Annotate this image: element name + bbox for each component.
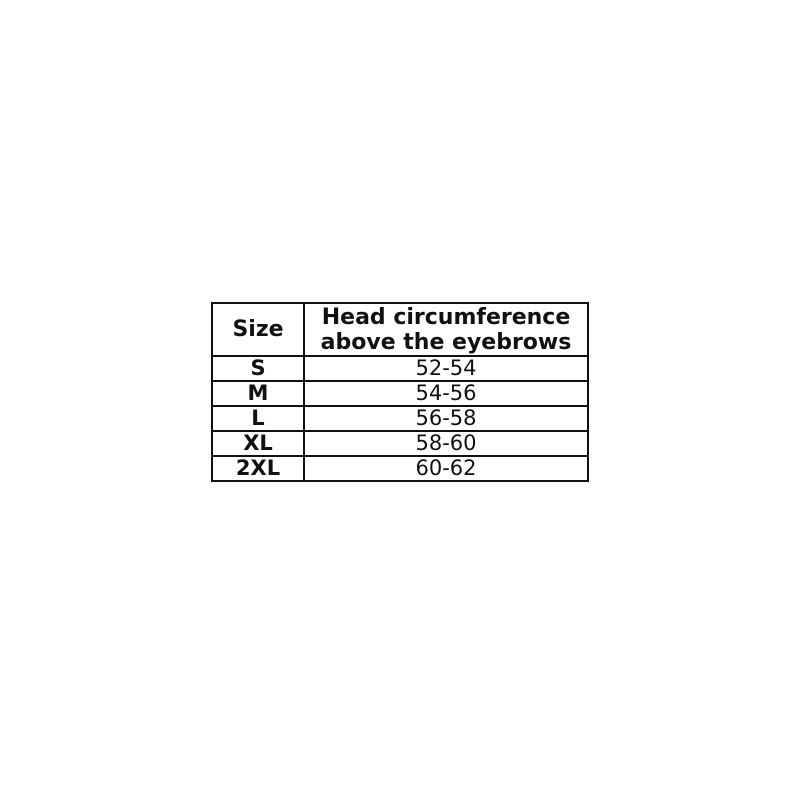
table-header-row: Size Head circumference above the eyebro… (211, 302, 589, 357)
circumference-value: 58-60 (303, 430, 589, 457)
table-row: S 52-54 (211, 355, 589, 382)
column-header-line2: above the eyebrows (320, 329, 572, 355)
column-header-size: Size (211, 302, 305, 357)
size-value: M (211, 380, 305, 407)
circumference-value: 56-58 (303, 405, 589, 432)
circumference-value: 54-56 (303, 380, 589, 407)
table-row: XL 58-60 (211, 430, 589, 457)
size-chart: Size Head circumference above the eyebro… (211, 302, 589, 482)
table-row: 2XL 60-62 (211, 455, 589, 482)
size-value: S (211, 355, 305, 382)
size-value: XL (211, 430, 305, 457)
circumference-value: 60-62 (303, 455, 589, 482)
column-header-line1: Head circumference (321, 304, 571, 330)
circumference-value: 52-54 (303, 355, 589, 382)
table-row: L 56-58 (211, 405, 589, 432)
table-row: M 54-56 (211, 380, 589, 407)
size-chart-table: Size Head circumference above the eyebro… (211, 302, 589, 482)
size-value: L (211, 405, 305, 432)
size-value: 2XL (211, 455, 305, 482)
column-header-head-circumference: Head circumference above the eyebrows (303, 302, 589, 357)
